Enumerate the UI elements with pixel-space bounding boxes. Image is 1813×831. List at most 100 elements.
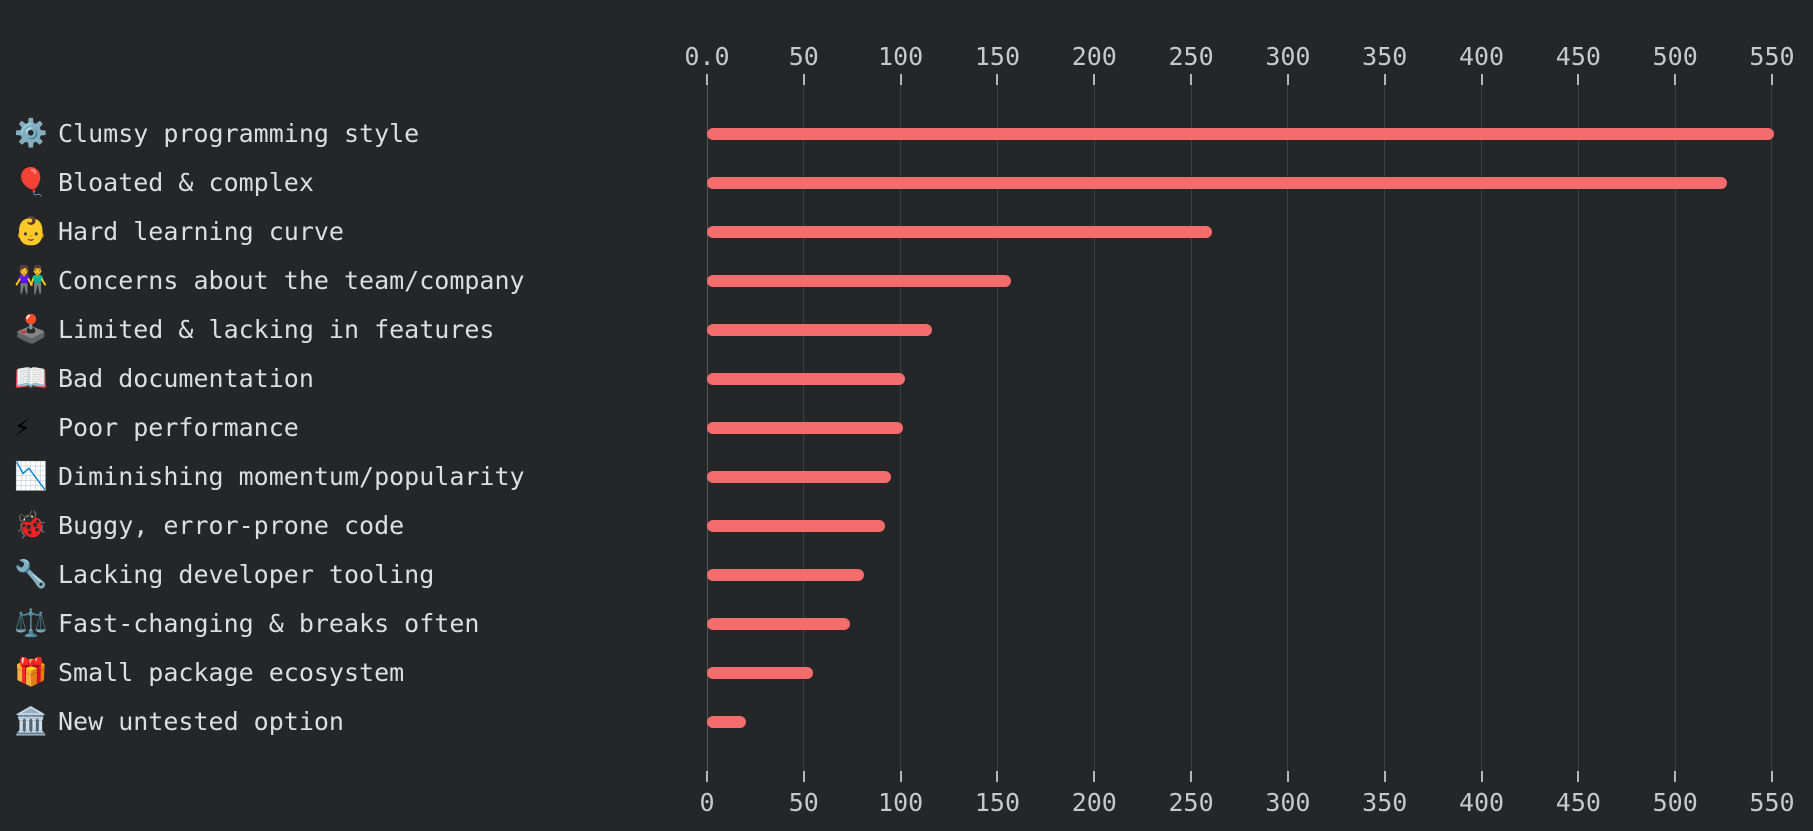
bottom-axis-tick-label: 250 bbox=[1168, 788, 1214, 817]
category-label: Small package ecosystem bbox=[58, 658, 405, 687]
category-row: 🔧 Lacking developer tooling bbox=[14, 555, 434, 595]
bottom-axis-tick-label: 50 bbox=[788, 788, 819, 817]
category-label: Buggy, error-prone code bbox=[58, 511, 405, 540]
bottom-tick-mark bbox=[899, 771, 902, 782]
balloon-icon: 🎈 bbox=[14, 167, 48, 198]
category-label: Fast-changing & breaks often bbox=[58, 609, 480, 638]
bottom-tick-mark bbox=[1286, 771, 1289, 782]
top-axis-tick-label: 400 bbox=[1458, 42, 1505, 71]
bottom-axis-tick-label: 200 bbox=[1071, 788, 1117, 817]
category-label: Poor performance bbox=[58, 413, 299, 442]
bottom-tick-mark bbox=[1383, 771, 1386, 782]
gift-icon: 🎁 bbox=[14, 657, 48, 688]
top-tick-mark bbox=[1674, 74, 1677, 85]
top-tick-mark bbox=[996, 74, 999, 85]
top-axis-tick-label: 450 bbox=[1555, 42, 1601, 71]
bottom-axis-tick-label: 500 bbox=[1652, 788, 1698, 817]
bar[interactable] bbox=[707, 373, 905, 385]
bar[interactable] bbox=[707, 569, 864, 581]
open-book-icon: 📖 bbox=[14, 363, 48, 394]
top-axis-tick-label: 50 bbox=[788, 42, 819, 71]
bottom-tick-mark bbox=[1190, 771, 1193, 782]
top-axis-tick-label: 500 bbox=[1652, 42, 1698, 71]
bar[interactable] bbox=[707, 128, 1774, 140]
bottom-axis-tick-label: 400 bbox=[1458, 788, 1505, 817]
bar[interactable] bbox=[707, 324, 932, 336]
bottom-tick-mark bbox=[802, 771, 805, 782]
category-row: 🏛️ New untested option bbox=[14, 702, 344, 742]
bottom-tick-mark bbox=[1770, 771, 1773, 782]
category-label: Diminishing momentum/popularity bbox=[58, 462, 525, 491]
top-axis-tick-label: 150 bbox=[974, 42, 1021, 71]
top-axis-tick-label: 350 bbox=[1362, 42, 1408, 71]
gridline-500 bbox=[1674, 85, 1676, 771]
category-label: Concerns about the team/company bbox=[58, 266, 525, 295]
bottom-axis-tick-label: 100 bbox=[878, 788, 924, 817]
gridline-450 bbox=[1577, 85, 1579, 771]
couple-icon: 👫 bbox=[14, 265, 48, 296]
gridline-400 bbox=[1481, 85, 1483, 771]
top-axis-tick-label: 0.0 bbox=[684, 42, 730, 71]
category-row: 🕹️ Limited & lacking in features bbox=[14, 310, 495, 350]
bar[interactable] bbox=[707, 618, 851, 630]
bar[interactable] bbox=[707, 177, 1728, 189]
bottom-tick-mark bbox=[1093, 771, 1096, 782]
category-label: Bad documentation bbox=[58, 364, 314, 393]
bar[interactable] bbox=[707, 422, 903, 434]
lady-beetle-icon: 🐞 bbox=[14, 510, 48, 541]
bar[interactable] bbox=[707, 275, 1011, 287]
category-row: ⚖️ Fast-changing & breaks often bbox=[14, 604, 479, 644]
category-row: 📉 Diminishing momentum/popularity bbox=[14, 457, 525, 497]
top-axis-tick-label: 550 bbox=[1749, 42, 1795, 71]
top-tick-mark bbox=[1190, 74, 1193, 85]
category-row: 🎁 Small package ecosystem bbox=[14, 653, 404, 693]
bottom-axis-tick-label: 150 bbox=[974, 788, 1021, 817]
top-tick-mark bbox=[1480, 74, 1483, 85]
gridline-200 bbox=[1093, 85, 1095, 771]
top-tick-mark bbox=[1577, 74, 1580, 85]
category-row: ⚙️ Clumsy programming style bbox=[14, 114, 419, 154]
gear-icon: ⚙️ bbox=[14, 118, 48, 149]
category-label: Clumsy programming style bbox=[58, 119, 420, 148]
top-tick-mark bbox=[1286, 74, 1289, 85]
bottom-tick-mark bbox=[1674, 771, 1677, 782]
bottom-tick-mark bbox=[1480, 771, 1483, 782]
bottom-axis-tick-label: 0 bbox=[699, 788, 715, 817]
bottom-tick-mark bbox=[996, 771, 999, 782]
bar[interactable] bbox=[707, 520, 886, 532]
bottom-axis-tick-label: 550 bbox=[1749, 788, 1795, 817]
gridline-300 bbox=[1287, 85, 1289, 771]
top-axis-tick-label: 250 bbox=[1168, 42, 1214, 71]
bottom-axis-tick-label: 350 bbox=[1362, 788, 1408, 817]
category-label: New untested option bbox=[58, 707, 344, 736]
wrench-icon: 🔧 bbox=[14, 559, 48, 590]
category-row: ⚡ Poor performance bbox=[14, 408, 299, 448]
category-row: 📖 Bad documentation bbox=[14, 359, 314, 399]
category-label: Bloated & complex bbox=[58, 168, 314, 197]
bottom-axis-tick-label: 450 bbox=[1555, 788, 1601, 817]
gridline-250 bbox=[1190, 85, 1192, 771]
top-tick-mark bbox=[706, 74, 708, 85]
top-tick-mark bbox=[1093, 74, 1096, 85]
bar[interactable] bbox=[707, 471, 891, 483]
bar[interactable] bbox=[707, 667, 814, 679]
baby-icon: 👶 bbox=[14, 216, 48, 247]
category-row: 👶 Hard learning curve bbox=[14, 212, 344, 252]
lightning-icon: ⚡ bbox=[14, 412, 31, 443]
bottom-axis-tick-label: 300 bbox=[1265, 788, 1311, 817]
gridline-150 bbox=[996, 85, 998, 771]
bar[interactable] bbox=[707, 226, 1213, 238]
bottom-tick-mark bbox=[1577, 771, 1580, 782]
top-axis-tick-label: 100 bbox=[878, 42, 924, 71]
classical-building-icon: 🏛️ bbox=[14, 706, 48, 737]
top-tick-mark bbox=[1770, 74, 1773, 85]
top-tick-mark bbox=[1383, 74, 1386, 85]
category-label: Lacking developer tooling bbox=[58, 560, 435, 589]
gridline-350 bbox=[1384, 85, 1386, 771]
bar[interactable] bbox=[707, 716, 746, 728]
category-row: 🎈 Bloated & complex bbox=[14, 163, 314, 203]
category-label: Limited & lacking in features bbox=[58, 315, 495, 344]
gridline-550 bbox=[1771, 85, 1773, 771]
top-axis-tick-label: 300 bbox=[1265, 42, 1311, 71]
